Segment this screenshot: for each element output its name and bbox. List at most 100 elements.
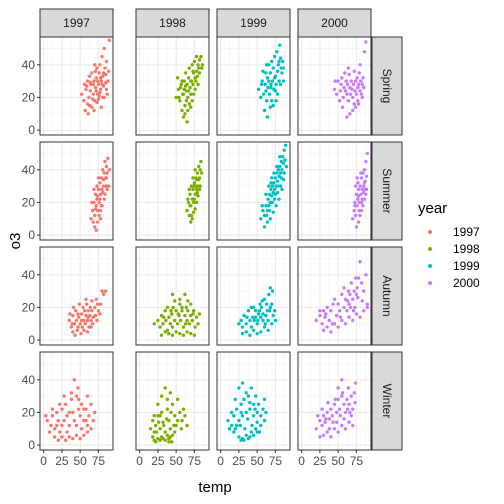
data-point <box>186 89 191 93</box>
data-point <box>251 402 256 406</box>
strip-label: 1999 <box>240 16 267 30</box>
data-point <box>277 197 281 201</box>
data-point <box>360 299 364 303</box>
facet-panel <box>298 247 371 345</box>
data-point <box>180 305 184 310</box>
strip-label: 2000 <box>321 16 348 30</box>
data-point <box>185 423 189 428</box>
data-point <box>65 430 69 434</box>
panel-background <box>40 142 113 240</box>
data-point <box>165 305 170 310</box>
data-point <box>63 402 68 406</box>
data-point <box>171 305 175 310</box>
data-point <box>170 433 175 437</box>
data-point <box>50 414 55 418</box>
panel-background <box>298 37 371 135</box>
data-point <box>354 312 359 316</box>
data-point <box>193 168 197 172</box>
data-point <box>52 427 57 431</box>
data-point <box>194 187 199 192</box>
data-point <box>268 71 272 75</box>
data-point <box>158 438 162 442</box>
data-point <box>55 423 59 428</box>
data-point <box>360 197 364 201</box>
data-point <box>240 414 245 418</box>
y-tick-label: 0 <box>28 333 35 347</box>
strip-spring <box>371 36 403 136</box>
data-point <box>84 297 88 301</box>
data-point <box>359 79 363 83</box>
data-point <box>193 325 197 329</box>
data-point <box>346 66 351 70</box>
data-point <box>259 315 263 319</box>
data-point <box>248 318 252 323</box>
panel-border <box>216 141 291 241</box>
data-point <box>347 420 351 424</box>
data-point <box>274 204 278 208</box>
data-point <box>183 84 188 88</box>
data-point <box>336 79 340 83</box>
data-point <box>87 95 91 100</box>
panel-background <box>40 37 113 135</box>
data-point <box>172 414 177 418</box>
data-point <box>188 192 192 196</box>
panel-points <box>185 159 204 224</box>
panel-border <box>39 246 114 346</box>
data-point <box>263 82 267 87</box>
data-point <box>347 302 351 306</box>
data-point <box>261 318 265 323</box>
strip-1998 <box>135 8 210 38</box>
y-axis-title: o3 <box>7 233 24 250</box>
data-point <box>272 309 277 313</box>
data-point <box>104 72 108 77</box>
data-point <box>163 309 167 313</box>
data-point <box>151 435 155 439</box>
data-point <box>356 181 360 185</box>
legend-key <box>428 264 432 268</box>
data-point <box>78 436 82 441</box>
data-point <box>102 46 106 51</box>
data-point <box>256 312 261 316</box>
data-point <box>362 184 366 188</box>
data-point <box>356 102 361 106</box>
data-point <box>364 40 368 44</box>
data-point <box>170 402 175 406</box>
facet-panel <box>136 37 209 135</box>
data-point <box>267 79 271 83</box>
data-point <box>103 192 107 196</box>
data-point <box>271 210 275 214</box>
data-point <box>75 328 79 332</box>
data-point <box>365 305 370 310</box>
data-point <box>88 305 93 310</box>
data-point <box>83 322 87 326</box>
data-point <box>175 322 180 326</box>
panel-background <box>136 142 209 240</box>
data-point <box>71 410 75 415</box>
data-point <box>337 309 342 313</box>
data-point <box>275 164 279 169</box>
data-point <box>74 394 79 398</box>
data-point <box>271 313 275 318</box>
data-point <box>320 322 324 326</box>
data-point <box>261 208 265 213</box>
data-point <box>49 423 53 428</box>
data-point <box>196 82 200 87</box>
data-point <box>339 82 343 87</box>
data-point <box>345 115 349 119</box>
data-point <box>69 325 74 329</box>
data-point <box>341 95 345 100</box>
data-point <box>184 99 189 103</box>
data-point <box>95 100 99 105</box>
data-point <box>364 159 368 164</box>
data-point <box>326 400 330 405</box>
legend-label: 1999 <box>453 259 480 273</box>
data-point <box>90 71 94 75</box>
data-point <box>248 333 252 337</box>
facet-panels <box>39 36 372 451</box>
data-point <box>199 54 203 59</box>
data-point <box>102 171 106 175</box>
facet-panel <box>40 247 113 345</box>
data-point <box>240 331 245 336</box>
data-point <box>359 176 364 180</box>
data-point <box>191 312 195 316</box>
